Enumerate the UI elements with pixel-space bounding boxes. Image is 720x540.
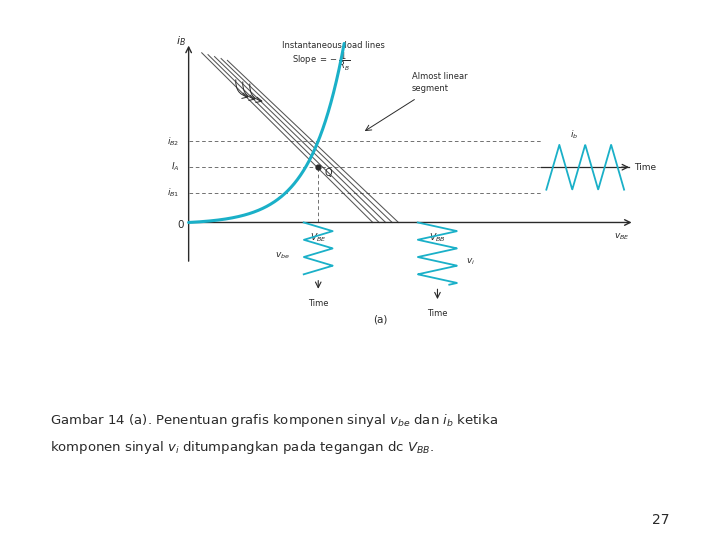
Text: $v_{be}$: $v_{be}$ <box>275 250 289 260</box>
Text: $v_i$: $v_i$ <box>466 257 475 267</box>
Text: 27: 27 <box>652 513 670 527</box>
Text: $0$: $0$ <box>177 218 185 230</box>
Text: Instantaneous load lines: Instantaneous load lines <box>282 41 384 50</box>
Text: $i_{B1}$: $i_{B1}$ <box>167 187 179 199</box>
Text: Q: Q <box>325 168 332 178</box>
Text: $V_{BB}$: $V_{BB}$ <box>429 231 446 244</box>
Text: (a): (a) <box>373 315 387 325</box>
Text: $v_{BE}$: $v_{BE}$ <box>613 231 629 241</box>
Text: Almost linear
segment: Almost linear segment <box>412 72 467 93</box>
Text: Time: Time <box>634 163 657 172</box>
Text: $V_{BE}$: $V_{BE}$ <box>310 231 326 244</box>
Text: $i_b$: $i_b$ <box>570 129 578 141</box>
Text: Gambar 14 (a). Penentuan grafis komponen sinyal $v_{be}$ dan $i_b$ ketika: Gambar 14 (a). Penentuan grafis komponen… <box>50 412 498 429</box>
Text: $i_{B2}$: $i_{B2}$ <box>167 135 179 147</box>
Text: Time: Time <box>308 299 328 307</box>
Text: $I_A$: $I_A$ <box>171 161 179 173</box>
Text: $i_B$: $i_B$ <box>176 34 186 48</box>
Text: komponen sinyal $v_i$ ditumpangkan pada tegangan dc $V_{BB}$.: komponen sinyal $v_i$ ditumpangkan pada … <box>50 439 434 456</box>
Text: Time: Time <box>427 309 448 318</box>
Text: Slope $= -\dfrac{1}{R_B}$: Slope $= -\dfrac{1}{R_B}$ <box>292 51 351 73</box>
